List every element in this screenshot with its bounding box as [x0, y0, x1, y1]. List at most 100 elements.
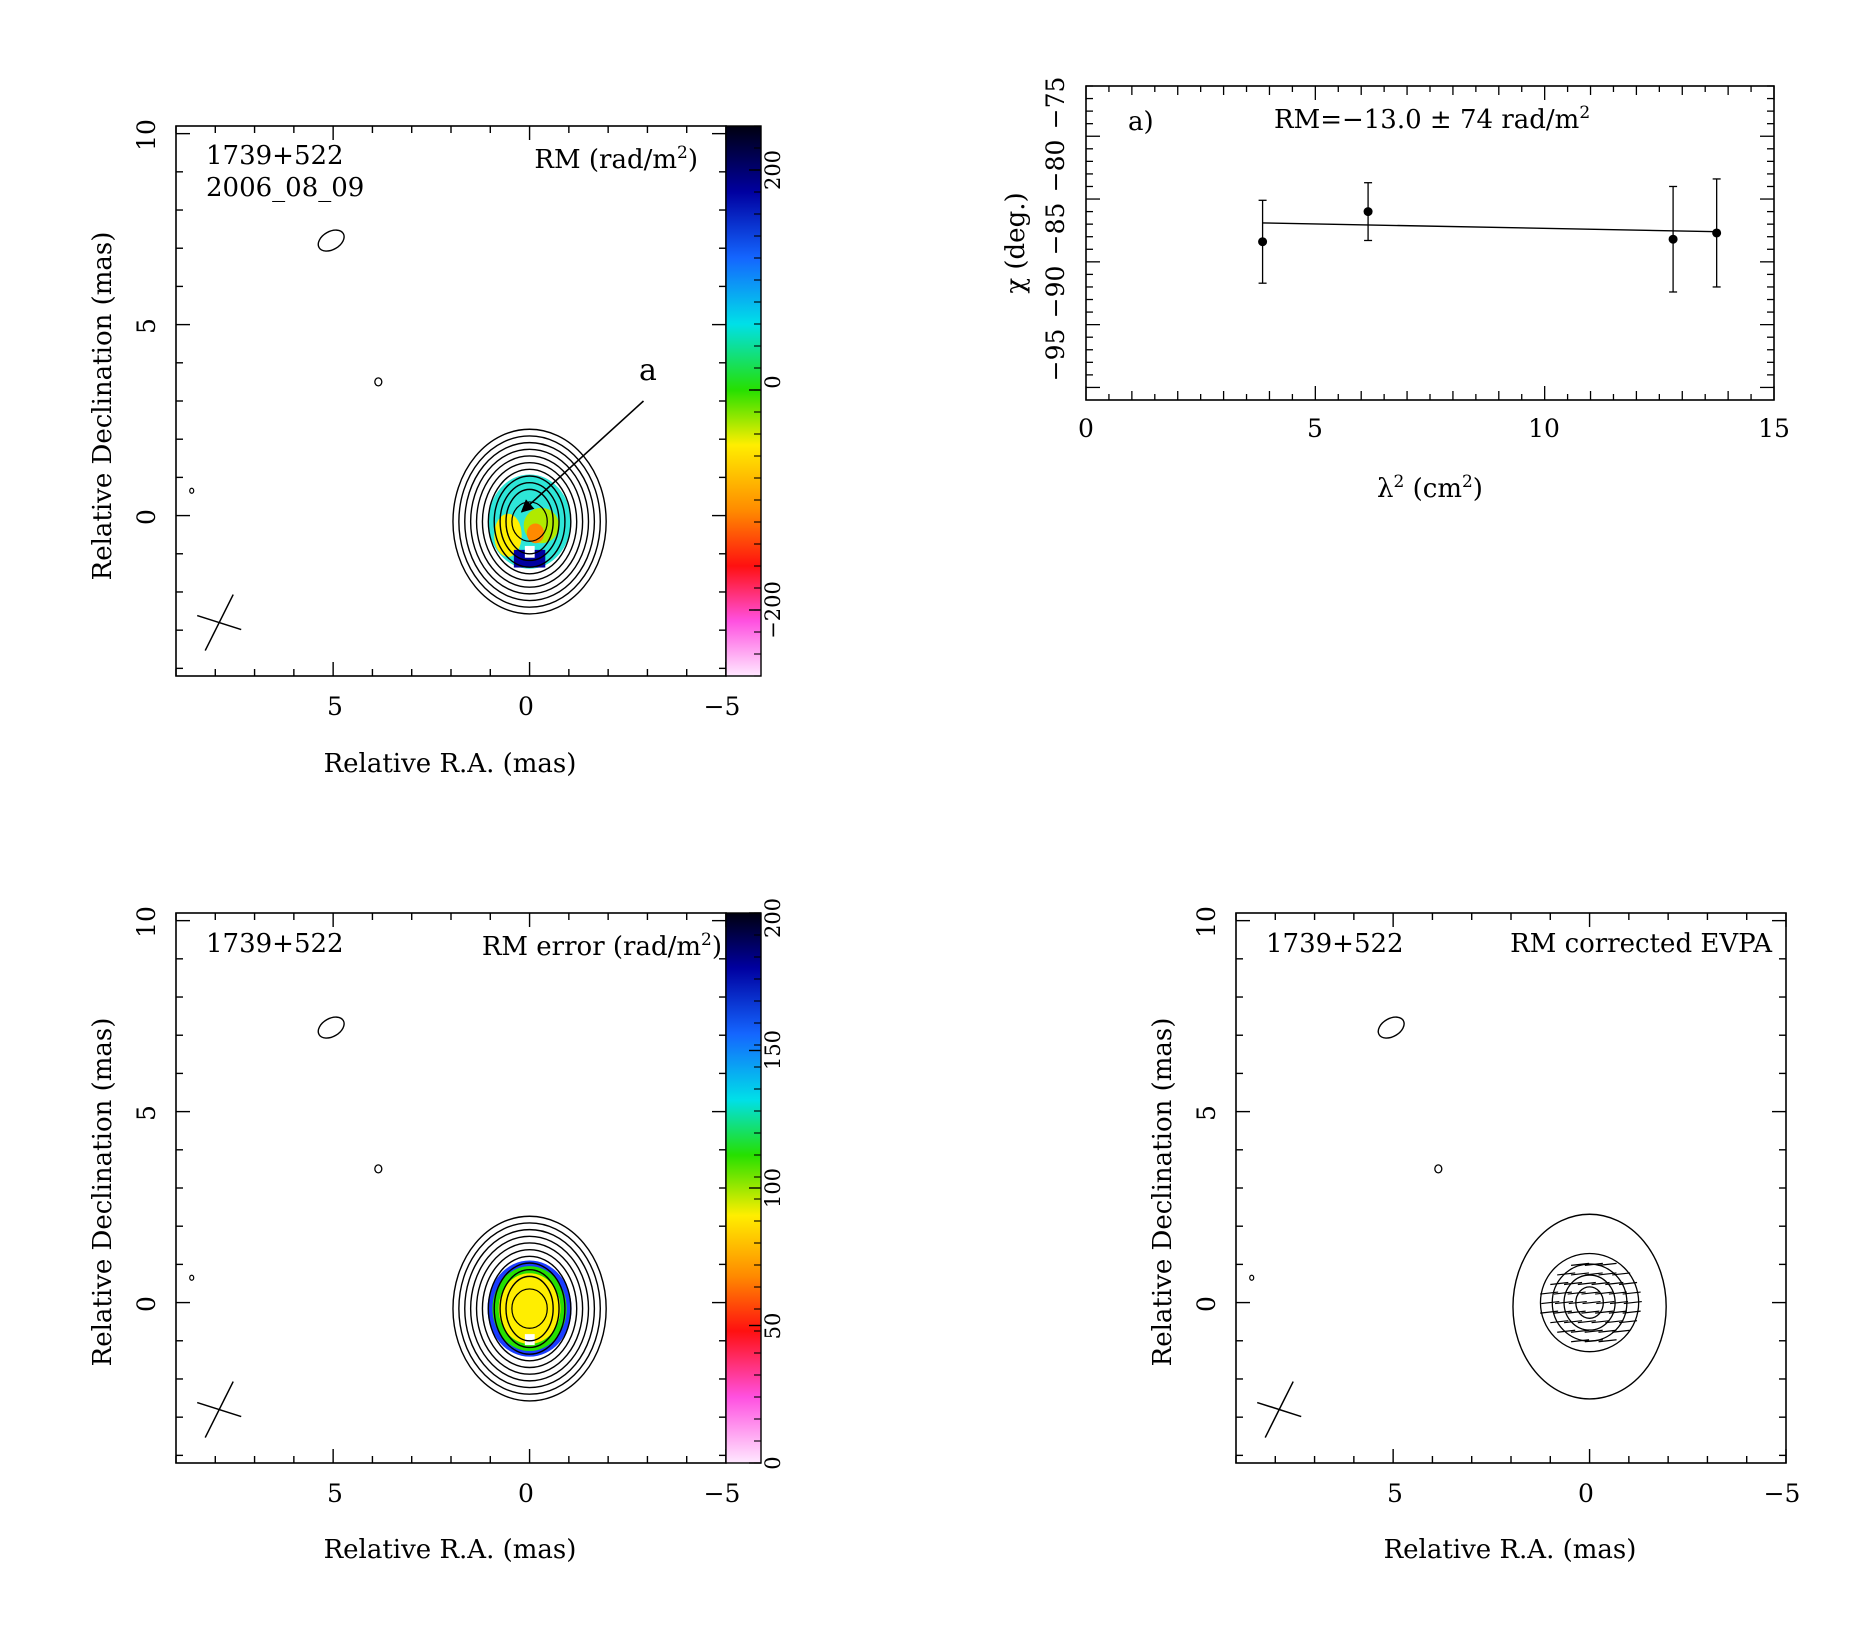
- rm-map-ytick-label: 5: [132, 318, 161, 334]
- intensity-contour: [475, 455, 584, 588]
- side-contour: [374, 1164, 383, 1174]
- evpa-tick: [1584, 1329, 1603, 1333]
- rm-colorbar-tick-label: 200: [761, 150, 785, 190]
- intensity-contour: [481, 1248, 578, 1369]
- intensity-contour: [452, 1215, 607, 1402]
- evpa-tick: [1581, 1291, 1600, 1295]
- evpa-tick: [1570, 1329, 1589, 1333]
- annotation-arrow: [520, 400, 645, 513]
- beam-minor-axis: [196, 614, 242, 631]
- evpa-tick: [1618, 1320, 1638, 1324]
- rm-fit-ytick-label: −80: [1041, 140, 1070, 193]
- evpa-tick: [1605, 1281, 1624, 1286]
- evpa-tick: [1591, 1281, 1610, 1286]
- evpa-tick: [1571, 1339, 1590, 1343]
- evpa-tick: [1554, 1300, 1574, 1305]
- rm-fit-xlabel: λ2 (cm2): [1377, 472, 1483, 504]
- rm-map-xtick-label: 5: [327, 692, 343, 721]
- rm-error-xtick-label: 5: [327, 1479, 343, 1508]
- evpa-tick: [1612, 1329, 1631, 1333]
- rm-colorbar-tick-label: 0: [761, 375, 785, 388]
- rm-colorbar: [726, 126, 761, 676]
- intensity-contour: [452, 428, 607, 615]
- evpa-tick: [1584, 1262, 1603, 1266]
- rm-fit-ytick-label: −95: [1041, 329, 1070, 382]
- intensity-contour: [458, 1222, 601, 1395]
- evpa-panel: 1739+522 RM corrected EVPA Relative R.A.…: [1148, 906, 1800, 1565]
- side-contour: [374, 377, 383, 387]
- evpa-tick: [1570, 1272, 1589, 1276]
- rm-colorbar-tick-label: −200: [761, 581, 785, 639]
- evpa-tick: [1553, 1291, 1572, 1295]
- rm-error-colorbar-tick-label: 50: [761, 1313, 785, 1340]
- evpa-tick: [1553, 1310, 1572, 1314]
- intensity-contour: [511, 1288, 548, 1329]
- evpa-tick: [1609, 1300, 1629, 1305]
- rm-map-ticks: [175, 126, 727, 676]
- rm-colorbar-frame: [725, 125, 762, 677]
- side-contour: [1249, 1274, 1255, 1281]
- rm-error-source-label: 1739+522: [206, 929, 344, 959]
- evpa-source-label: 1739+522: [1266, 929, 1404, 959]
- rm-fit-xtick-label: 10: [1528, 414, 1560, 443]
- rm-blank-pixel: [524, 545, 535, 558]
- evpa-ylabel: Relative Declination (mas): [1148, 1018, 1178, 1367]
- rm-fit-ticks: [1085, 85, 1775, 400]
- side-contour: [1377, 1016, 1405, 1039]
- beam-minor-axis: [196, 1401, 242, 1418]
- evpa-tick: [1550, 1320, 1569, 1324]
- rm-error-blank-pixel: [524, 1334, 535, 1346]
- evpa-tick: [1541, 1300, 1560, 1305]
- evpa-tick: [1540, 1291, 1559, 1295]
- intensity-contour: [1512, 1213, 1667, 1400]
- evpa-tick: [1584, 1272, 1603, 1276]
- intensity-contour: [464, 1228, 596, 1389]
- intensity-contour: [469, 448, 590, 595]
- intensity-contour: [458, 435, 601, 608]
- rm-error-ticks: [175, 913, 727, 1463]
- evpa-tick: [1608, 1291, 1627, 1295]
- data-point: [1363, 207, 1373, 217]
- data-point: [1712, 228, 1722, 238]
- evpa-tick: [1595, 1310, 1614, 1314]
- fit-line: [1262, 222, 1717, 233]
- data-point: [1258, 237, 1268, 247]
- rm-colorbar-ticks: [749, 125, 761, 677]
- evpa-tick: [1605, 1320, 1624, 1324]
- evpa-tick: [1582, 1300, 1601, 1305]
- evpa-xlabel: Relative R.A. (mas): [1384, 1535, 1637, 1565]
- evpa-tick: [1568, 1300, 1587, 1305]
- rm-map-source-label: 1739+522: [206, 141, 344, 171]
- rm-error-color-region: [498, 1273, 561, 1344]
- evpa-tick: [1557, 1329, 1576, 1333]
- side-contour: [189, 1274, 195, 1281]
- evpa-tick: [1577, 1281, 1596, 1286]
- rm-map-xlabel: Relative R.A. (mas): [324, 749, 577, 779]
- evpa-tick: [1567, 1291, 1586, 1295]
- evpa-tick: [1550, 1281, 1569, 1286]
- evpa-ytick-label: 5: [1192, 1105, 1221, 1121]
- rm-map-overlay: [189, 229, 645, 651]
- rm-error-colorbar-tick-label: 0: [761, 1456, 785, 1469]
- evpa-ytick-label: 0: [1192, 1296, 1221, 1312]
- intensity-contour: [505, 1275, 554, 1342]
- intensity-contour: [505, 488, 554, 555]
- rm-error-colorbar-tick-label: 150: [761, 1030, 785, 1070]
- rm-error-colorbar-tick-label: 200: [761, 898, 785, 938]
- intensity-contour: [475, 1242, 584, 1375]
- evpa-ytick-label: 10: [1192, 906, 1221, 938]
- evpa-tick: [1596, 1300, 1615, 1305]
- rm-error-ytick-label: 5: [132, 1105, 161, 1121]
- rm-fit-ytick-label: −75: [1041, 77, 1070, 130]
- rm-map-quantity-label: RM (rad/m2): [534, 143, 698, 175]
- rm-fit-ytick-label: −85: [1041, 203, 1070, 256]
- rm-fit-marks: [1258, 178, 1722, 293]
- rm-error-xtick-label: −5: [704, 1479, 741, 1508]
- rm-error-panel: 1739+522 RM error (rad/m2) Relative R.A.…: [88, 898, 785, 1565]
- intensity-contour: [493, 1262, 566, 1355]
- rm-fit-panel: a) RM=−13.0 ± 74 rad/m2 λ2 (cm2) χ (deg.…: [1001, 77, 1790, 504]
- evpa-tick: [1577, 1320, 1596, 1324]
- beam-minor-axis: [1256, 1401, 1302, 1418]
- evpa-tick: [1563, 1281, 1583, 1286]
